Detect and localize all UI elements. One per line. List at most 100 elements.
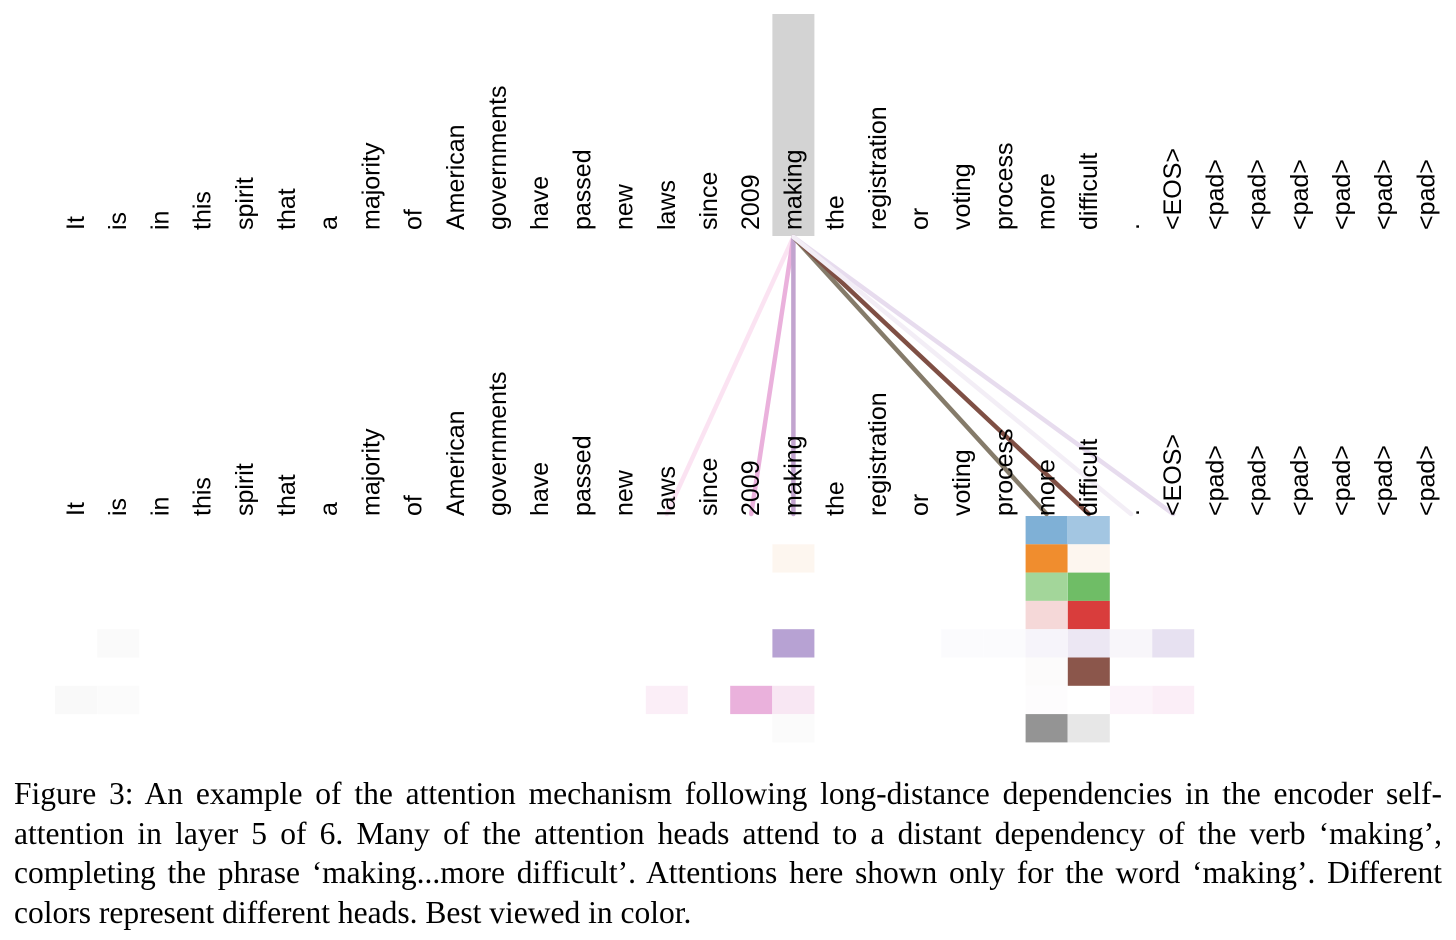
attention-line [791,234,1134,517]
bottom-token-label: have [526,462,554,516]
top-token-label: <pad> [1370,159,1398,230]
heatmap-cell [1110,629,1152,658]
top-token-label: <pad> [1286,159,1314,230]
heatmap-cell [730,685,773,715]
heatmap-cell [1067,714,1110,743]
top-token-label: governments [484,85,512,230]
top-token-label: process [990,142,1018,230]
bottom-token-label: <pad> [1412,445,1440,516]
bottom-token-label: process [990,428,1018,516]
bottom-token-label: voting [948,449,976,516]
attention-line [791,234,1176,517]
bottom-token-label: It [62,502,90,516]
heatmap-cell [772,544,815,573]
heatmap-cell [1152,685,1195,715]
bottom-token-label: or [906,494,934,516]
bottom-token-label: of [400,495,428,516]
bottom-token-label: laws [653,466,681,516]
top-token-label: <pad> [1201,159,1229,230]
heatmap-cell [97,685,140,715]
bottom-token-label: is [104,498,132,516]
heatmap-cell [1025,629,1068,658]
bottom-token-label: a [315,502,343,516]
heatmap-cell [1110,685,1152,715]
bottom-token-label: <EOS> [1159,434,1187,516]
top-token-label: the [822,195,850,230]
top-token-label: <pad> [1328,159,1356,230]
heatmap-cell [97,629,140,658]
heatmap-cell [772,685,815,715]
top-token-label: a [315,216,343,230]
heatmap-cell [1025,714,1068,743]
bottom-token-label: <pad> [1201,445,1229,516]
bottom-token-label: 2009 [737,460,765,516]
attention-line [664,234,796,517]
attention-line [791,234,1092,517]
top-token-label: voting [948,163,976,230]
heatmap-cell [983,629,1026,658]
top-token-label: . [1117,223,1145,230]
bottom-token-label: <pad> [1244,445,1272,516]
heatmap-cell [772,629,815,658]
bottom-token-label: registration [864,392,892,516]
bottom-token-label: . [1117,509,1145,516]
heatmap-cell [645,685,688,715]
top-token-label: making [779,149,807,230]
heatmap-cell [1067,600,1110,630]
heatmap-cell [1067,629,1110,658]
top-token-label: <EOS> [1159,148,1187,230]
heatmap-cell [1025,572,1068,601]
top-token-label: or [906,208,934,230]
heatmap-cell [1025,600,1068,630]
top-token-label: spirit [231,177,259,230]
bottom-token-label: more [1033,459,1061,516]
top-token-label: since [695,172,723,230]
bottom-token-label: making [779,435,807,516]
bottom-token-label: majority [357,428,385,516]
heatmap-cell [1025,657,1068,686]
top-token-label: is [104,212,132,230]
top-token-label: of [400,209,428,230]
bottom-token-label: spirit [231,463,259,516]
top-token-label: laws [653,180,681,230]
attention-line [791,234,1049,517]
heatmap-cell [1067,572,1110,601]
bottom-token-label: governments [484,371,512,516]
bottom-token-label: new [611,469,639,516]
bottom-token-label: <pad> [1370,445,1398,516]
heatmap-cell [772,714,815,743]
top-token-label: <pad> [1244,159,1272,230]
bottom-token-label: <pad> [1286,445,1314,516]
bottom-token-label: this [189,477,217,516]
top-token-label: It [62,216,90,230]
top-token-label: have [526,176,554,230]
query-token-highlight [772,14,815,236]
top-token-label: passed [568,149,596,230]
heatmap-cell [1067,544,1110,573]
heatmap-cell [1025,516,1068,545]
heatmap-cell [1067,657,1110,686]
top-token-label: this [189,191,217,230]
bottom-token-label: difficult [1075,439,1103,516]
top-token-label: difficult [1075,153,1103,230]
heatmap-cell [55,685,97,715]
bottom-token-label: that [273,474,301,516]
top-token-label: 2009 [737,174,765,230]
bottom-token-label: <pad> [1328,445,1356,516]
top-token-label: <pad> [1412,159,1440,230]
top-token-label: in [146,211,174,230]
attention-visualization: It is in this spirit that a majority of American g… [55,14,1441,743]
heatmap-cell [1152,629,1195,658]
bottom-token-label: the [822,481,850,516]
top-token-label: registration [864,106,892,230]
heatmap-cell [1025,544,1068,573]
attention-line [748,234,796,517]
top-token-label: majority [357,142,385,230]
top-token-label: that [273,188,301,230]
heatmap-cell [1025,685,1068,715]
top-token-label: American [442,124,470,230]
top-token-label: new [611,183,639,230]
bottom-token-label: American [442,410,470,516]
bottom-token-label: passed [568,435,596,516]
